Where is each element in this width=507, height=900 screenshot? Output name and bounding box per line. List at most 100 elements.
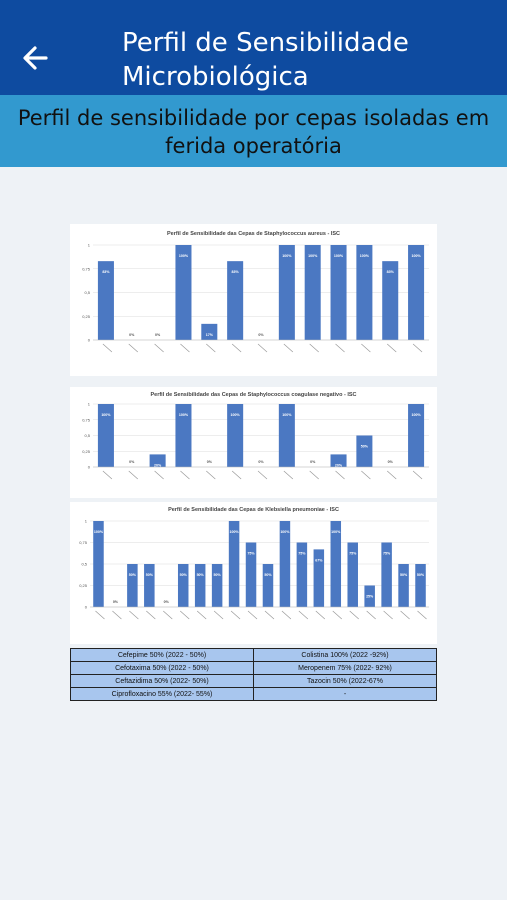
y-tick-label: 1 <box>88 243 91 248</box>
category-tick-mark <box>231 470 242 480</box>
bar-data-label: 0% <box>258 333 264 337</box>
antibiotic-table: Cefepime 50% (2022 - 50%) Colistina 100%… <box>70 648 437 701</box>
section-header: Perfil de sensibilidade por cepas isolad… <box>0 95 507 167</box>
y-tick-label: 0,25 <box>82 449 91 454</box>
bar-data-label: 100% <box>101 413 111 417</box>
bar-data-label: 0% <box>388 460 394 464</box>
bar <box>211 564 223 607</box>
y-tick-label: 0,25 <box>79 583 88 588</box>
bar-data-label: 50% <box>417 573 425 577</box>
bar-data-label: 50% <box>129 573 137 577</box>
category-tick-mark <box>154 470 164 480</box>
chart-klebsiella-svg: Perfil de Sensibilidade das Cepas de Kle… <box>79 507 429 620</box>
table-row: Cefepime 50% (2022 - 50%) Colistina 100%… <box>70 648 437 662</box>
category-tick-mark <box>298 610 309 620</box>
bar <box>296 542 308 607</box>
bar <box>97 261 114 340</box>
y-tick-label: 0,5 <box>81 562 87 567</box>
bar-data-label: 75% <box>298 552 306 556</box>
category-tick-mark <box>383 610 393 620</box>
category-tick-mark <box>283 470 294 480</box>
bar <box>262 564 274 607</box>
y-tick-label: 1 <box>88 402 91 407</box>
bar-data-label: 0% <box>129 333 135 337</box>
chart-staph-coagulase-svg: Perfil de Sensibilidade das Cepas de Sta… <box>82 392 429 480</box>
category-tick-mark <box>412 343 423 353</box>
bar <box>415 564 426 607</box>
bar-data-label: 0% <box>164 600 170 604</box>
bar-data-label: 20% <box>154 463 162 467</box>
back-arrow-icon[interactable] <box>18 40 54 76</box>
table-cell: Ciprofloxacino 55% (2022- 55%) <box>70 687 254 701</box>
bar-data-label: 100% <box>360 254 370 258</box>
bar-data-label: 100% <box>231 413 241 417</box>
category-tick-mark <box>112 610 122 620</box>
bar-data-label: 0% <box>129 460 135 464</box>
y-tick-label: 0 <box>88 465 91 470</box>
bar <box>408 404 425 467</box>
bar-data-label: 50% <box>264 573 272 577</box>
y-tick-label: 0,75 <box>79 540 88 545</box>
bar-data-label: 100% <box>94 530 104 534</box>
bar-data-label: 0% <box>310 460 316 464</box>
bar-data-label: 100% <box>411 254 421 258</box>
bar-data-label: 100% <box>282 254 292 258</box>
category-tick-mark <box>366 610 376 620</box>
bar-data-label: 25% <box>366 595 374 599</box>
bar <box>330 521 342 607</box>
category-tick-mark <box>102 343 113 353</box>
table-cell: Cefotaxima 50% (2022 - 50%) <box>70 661 254 675</box>
category-tick-mark <box>335 470 345 480</box>
category-tick-mark <box>180 343 190 353</box>
section-title: Perfil de sensibilidade por cepas isolad… <box>17 106 490 158</box>
chart-title: Perfil de Sensibilidade das Cepas de Sta… <box>150 392 356 398</box>
bar-data-label: 100% <box>280 530 290 534</box>
bar <box>313 549 325 607</box>
bar <box>330 245 347 340</box>
category-tick-mark <box>146 610 156 620</box>
bar <box>364 585 375 607</box>
y-tick-label: 0,25 <box>82 314 91 319</box>
bar <box>149 454 166 467</box>
table-row: Ciprofloxacino 55% (2022- 55%) - <box>70 687 437 701</box>
bar-data-label: 50% <box>400 573 408 577</box>
bar <box>356 245 373 340</box>
bar-data-label: 83% <box>102 270 110 274</box>
bar-data-label: 50% <box>180 573 188 577</box>
category-tick-mark <box>335 343 345 353</box>
bar <box>228 521 240 607</box>
bar <box>93 521 104 607</box>
category-tick-mark <box>332 610 343 620</box>
bar-data-label: 100% <box>308 254 318 258</box>
bar-data-label: 100% <box>282 413 292 417</box>
bar <box>278 245 295 340</box>
category-tick-mark <box>257 343 268 353</box>
bar <box>408 245 425 340</box>
bar-data-label: 0% <box>207 460 213 464</box>
category-tick-mark <box>128 470 139 480</box>
category-tick-mark <box>412 470 423 480</box>
bar <box>227 261 244 340</box>
bar <box>347 542 358 607</box>
bar-data-label: 50% <box>146 573 154 577</box>
y-tick-label: 0 <box>88 338 91 343</box>
category-tick-mark <box>247 610 258 620</box>
app-bar: Perfil de Sensibilidade Microbiológica <box>0 0 507 95</box>
bar <box>245 542 257 607</box>
category-tick-mark <box>230 610 241 620</box>
category-tick-mark <box>309 470 319 480</box>
chart-title: Perfil de Sensibilidade das Cepas de Sta… <box>167 231 340 237</box>
table-row: Cefotaxima 50% (2022 - 50%) Meropenem 75… <box>70 661 437 675</box>
bar <box>356 435 373 467</box>
chart-staph-coagulase: Perfil de Sensibilidade das Cepas de Sta… <box>70 387 437 498</box>
bar-data-label: 67% <box>315 558 323 562</box>
category-tick-mark <box>349 610 359 620</box>
y-tick-label: 0,5 <box>84 290 90 295</box>
y-tick-label: 0,5 <box>84 433 90 438</box>
bar-data-label: 20% <box>335 463 343 467</box>
category-tick-mark <box>154 343 164 353</box>
chart-staph-aureus: Perfil de Sensibilidade das Cepas de Sta… <box>70 224 437 376</box>
table-cell: Cefepime 50% (2022 - 50%) <box>70 648 254 662</box>
bar <box>177 564 189 607</box>
bar-data-label: 50% <box>214 573 222 577</box>
